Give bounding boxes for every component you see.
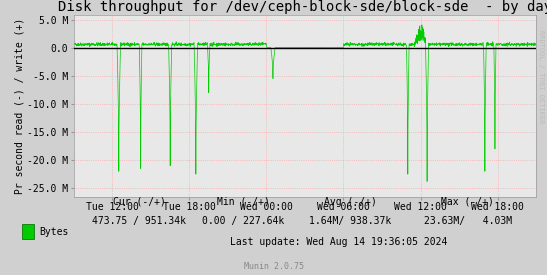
Text: Bytes: Bytes [39, 227, 69, 236]
Text: Min (-/+): Min (-/+) [217, 197, 270, 207]
Title: Disk throughput for /dev/ceph-block-sde/block-sde  - by day: Disk throughput for /dev/ceph-block-sde/… [58, 0, 547, 14]
Text: Avg (-/+): Avg (-/+) [324, 197, 376, 207]
Text: RRDTOOL / TOBI OETIKER: RRDTOOL / TOBI OETIKER [538, 30, 544, 124]
Text: 0.00 / 227.64k: 0.00 / 227.64k [202, 216, 284, 226]
Text: 1.64M/ 938.37k: 1.64M/ 938.37k [309, 216, 391, 226]
Text: 23.63M/   4.03M: 23.63M/ 4.03M [423, 216, 512, 226]
Y-axis label: Pr second read (-) / write (+): Pr second read (-) / write (+) [14, 18, 25, 194]
Text: 473.75 / 951.34k: 473.75 / 951.34k [92, 216, 187, 226]
Text: Max (-/+): Max (-/+) [441, 197, 494, 207]
Text: Cur (-/+): Cur (-/+) [113, 197, 166, 207]
Text: Munin 2.0.75: Munin 2.0.75 [243, 262, 304, 271]
Text: Last update: Wed Aug 14 19:36:05 2024: Last update: Wed Aug 14 19:36:05 2024 [230, 237, 448, 247]
